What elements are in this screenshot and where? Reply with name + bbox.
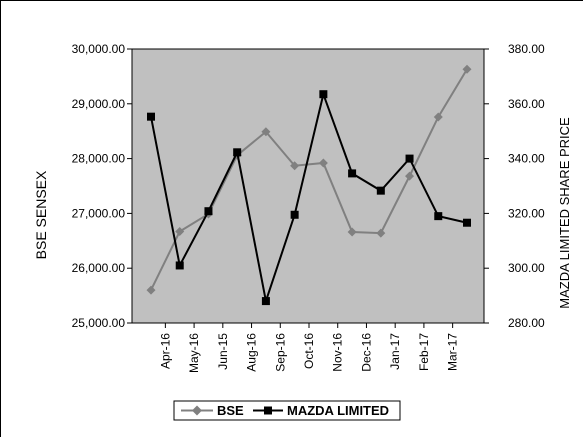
right-tick-label: 300.00 <box>508 261 545 275</box>
x-tick-label: Mar-17 <box>446 333 460 371</box>
bse-point <box>261 127 271 137</box>
right-axis: 280.00 300.00 320.00 340.00 360.00 380.00 <box>484 42 545 330</box>
x-tick-label: Oct-16 <box>302 333 316 369</box>
mazda-limited-point <box>434 212 443 221</box>
left-tick-label: 30,000.00 <box>72 42 126 56</box>
bse-point <box>376 228 386 238</box>
bse-point <box>405 171 415 181</box>
mazda-limited-point <box>348 169 357 178</box>
mazda-limited-point <box>290 210 299 219</box>
x-axis: Apr-16 May-16 Jun-15 Aug-16 Sep-16 Oct-16 Nov-… <box>158 323 460 373</box>
legend-mazda-marker <box>264 406 272 415</box>
mazda-limited-point <box>261 297 270 306</box>
x-tick-label: Aug-16 <box>245 333 259 372</box>
right-axis-label: MAZDA LIMITED SHARE PRICE <box>557 117 572 309</box>
mazda-limited-point <box>233 148 242 157</box>
x-tick-label: Dec-16 <box>359 333 373 372</box>
right-tick-label: 380.00 <box>508 42 545 56</box>
mazda-limited-point <box>204 207 213 216</box>
x-tick-label: Jan-17 <box>388 333 402 370</box>
x-tick-label: Apr-16 <box>158 333 172 369</box>
x-tick-label: Jun-15 <box>216 333 230 370</box>
mazda-limited-point <box>175 261 184 270</box>
right-tick-label: 320.00 <box>508 206 545 220</box>
legend-bse-label: BSE <box>217 403 244 418</box>
mazda-limited-point <box>405 154 414 163</box>
left-tick-label: 26,000.00 <box>72 261 126 275</box>
mazda-limited-point <box>319 90 328 99</box>
legend-bse-marker <box>192 405 202 416</box>
mazda-limited-point <box>463 218 471 227</box>
bse-point <box>175 226 185 236</box>
mazda-limited-point <box>376 186 385 195</box>
right-tick-label: 280.00 <box>508 316 545 330</box>
bse-point <box>146 285 156 295</box>
left-axis: 25,000.00 26,000.00 27,000.00 28,000.00 29,0… <box>72 42 132 330</box>
right-tick-label: 340.00 <box>508 152 545 166</box>
x-tick-label: Sep-16 <box>273 333 287 372</box>
left-tick-label: 28,000.00 <box>72 152 126 166</box>
legend-box <box>173 400 401 421</box>
bse-point <box>318 158 328 168</box>
plot-area <box>131 48 485 324</box>
legend: BSE MAZDA LIMITED <box>173 400 401 421</box>
series-layer <box>146 64 472 306</box>
mazda-limited-series-line <box>150 90 468 306</box>
bse-point <box>433 112 443 122</box>
left-tick-label: 25,000.00 <box>72 316 126 330</box>
x-tick-label: Nov-16 <box>331 333 345 372</box>
left-tick-label: 27,000.00 <box>72 206 126 220</box>
right-tick-label: 360.00 <box>508 97 545 111</box>
x-tick-label: Feb-17 <box>417 333 431 371</box>
mazda-limited-point <box>147 112 155 121</box>
left-tick-label: 29,000.00 <box>72 97 126 111</box>
bse-point <box>347 227 357 237</box>
left-axis-label: BSE SENSEX <box>33 170 49 259</box>
legend-mazda-label: MAZDA LIMITED <box>287 403 389 418</box>
bse-point <box>290 161 300 171</box>
x-tick-label: May-16 <box>187 333 201 373</box>
bse-point <box>462 64 472 74</box>
